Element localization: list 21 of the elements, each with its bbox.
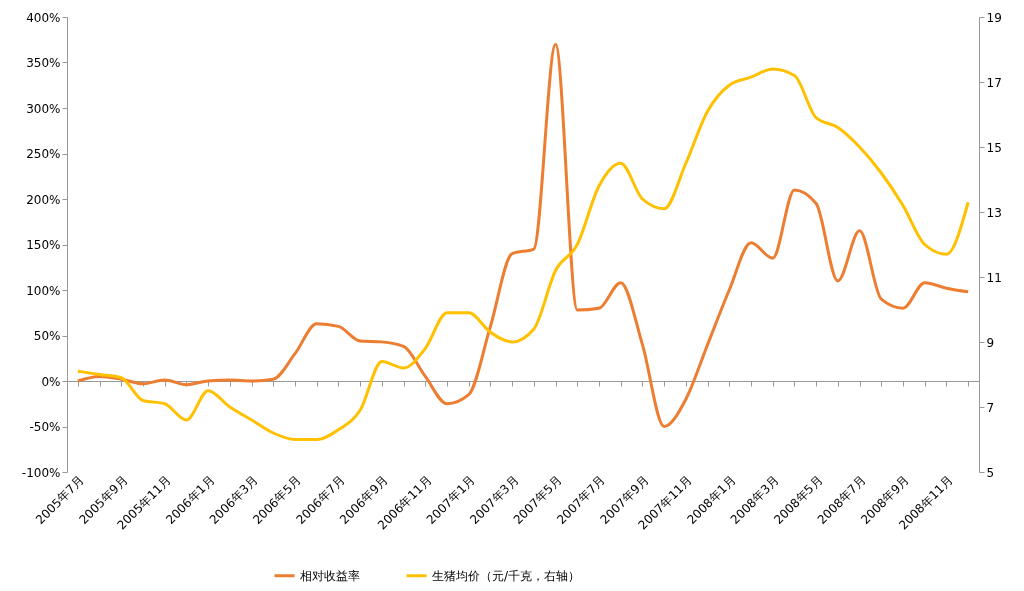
y-tick-label: 100% xyxy=(26,283,61,298)
y2-tick-label: 9 xyxy=(986,335,995,350)
y-tick-label: 350% xyxy=(26,56,61,70)
y2-tick-label: 13 xyxy=(986,205,1002,220)
y-tick-label: -100% xyxy=(21,465,61,480)
y-tick-label: 150% xyxy=(26,238,61,252)
y2-tick-label: 5 xyxy=(986,465,995,480)
legend-label: 相对收益率 xyxy=(300,568,360,583)
y-tick-label: 250% xyxy=(26,147,61,161)
legend-label: 生猪均价（元/千克，右轴） xyxy=(432,568,581,583)
y-tick-label: 50% xyxy=(33,329,61,343)
y2-tick-label: 19 xyxy=(986,10,1002,25)
y-tick-label: -50% xyxy=(29,420,61,434)
y2-tick-label: 7 xyxy=(986,400,995,415)
y2-tick-label: 11 xyxy=(986,270,1002,285)
y-tick-label: 400% xyxy=(26,10,61,25)
y-tick-label: 200% xyxy=(26,192,61,207)
y2-tick-label: 17 xyxy=(986,75,1002,90)
y-tick-label: 0% xyxy=(41,374,61,389)
y2-tick-label: 15 xyxy=(986,140,1002,155)
y-tick-label: 300% xyxy=(26,101,61,116)
